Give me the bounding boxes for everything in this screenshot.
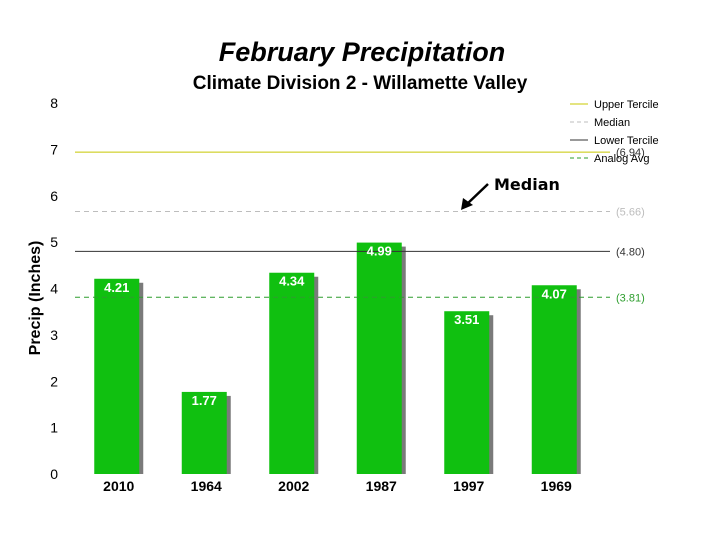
- x-axis-ticks: 2010 1964 2002 1987 1997 1969: [103, 478, 572, 494]
- reference-line-value: (5.66): [616, 207, 645, 219]
- y-tick-label: 6: [50, 188, 58, 204]
- bar-value-label: 3.51: [454, 312, 479, 327]
- y-tick-label: 3: [50, 327, 58, 343]
- legend-entry: Upper Tercile: [594, 99, 659, 111]
- y-tick-label: 2: [50, 373, 58, 389]
- annotation-arrow-head: [461, 198, 473, 210]
- bar: [531, 285, 577, 474]
- x-tick-label: 1997: [453, 478, 484, 494]
- bar-value-label: 4.34: [279, 274, 305, 289]
- y-axis-label: Precip (Inches): [27, 241, 44, 356]
- reference-lines: (6.94) (5.66) (4.80) (3.81): [75, 147, 645, 304]
- bar-value-label: 4.07: [542, 286, 567, 301]
- reference-line-value: (4.80): [616, 246, 645, 258]
- bar-value-label: 4.99: [367, 244, 392, 259]
- bar: [94, 278, 140, 474]
- x-tick-label: 1969: [541, 478, 572, 494]
- bar: [181, 391, 227, 474]
- legend-entry: Median: [594, 117, 630, 129]
- chart-title: February Precipitation: [219, 37, 506, 67]
- x-tick-label: 1987: [366, 478, 397, 494]
- reference-line-value: (6.94): [616, 147, 645, 159]
- legend-entry: Lower Tercile: [594, 135, 659, 147]
- bar: [444, 311, 490, 474]
- y-tick-label: 7: [50, 141, 58, 157]
- median-annotation: Median: [461, 175, 560, 210]
- y-axis-ticks: 0 1 2 3 4 5 6 7 8: [50, 95, 58, 482]
- bars: [94, 242, 581, 474]
- chart-subtitle: Climate Division 2 - Willamette Valley: [193, 73, 528, 94]
- bar: [356, 242, 402, 474]
- annotation-text: Median: [494, 175, 560, 194]
- annotation-arrow-line: [465, 183, 489, 206]
- x-tick-label: 2010: [103, 478, 134, 494]
- x-tick-label: 1964: [191, 478, 222, 494]
- x-tick-label: 2002: [278, 478, 309, 494]
- y-tick-label: 0: [50, 466, 58, 482]
- y-tick-label: 5: [50, 234, 58, 250]
- bar: [269, 272, 315, 474]
- legend-entry: Analog Avg: [594, 153, 649, 165]
- bar-value-label: 4.21: [104, 280, 129, 295]
- bar-value-labels: 4.21 1.77 4.34 4.99 3.51 4.07: [104, 244, 567, 408]
- y-tick-label: 8: [50, 95, 58, 111]
- legend: Upper Tercile Median Lower Tercile Analog A…: [570, 99, 659, 165]
- y-tick-label: 4: [50, 281, 58, 297]
- reference-line-value: (3.81): [616, 292, 645, 304]
- y-tick-label: 1: [50, 420, 58, 436]
- bar-value-label: 1.77: [192, 393, 217, 408]
